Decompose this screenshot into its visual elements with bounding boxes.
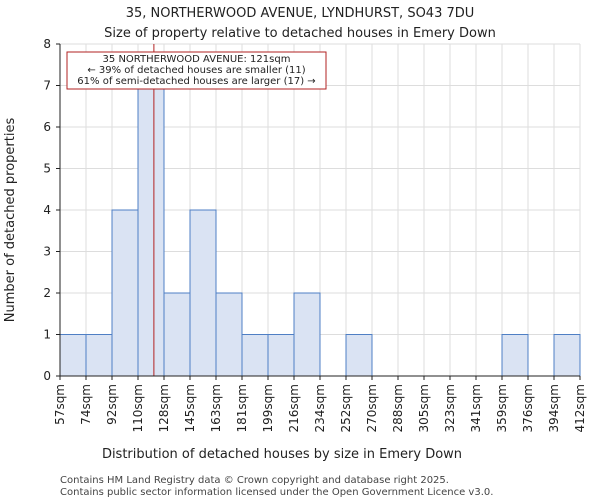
- x-tick-label-376sqm: 376sqm: [521, 384, 535, 432]
- bar-110sqm: [137, 85, 165, 377]
- y-tick-label-5: 5: [43, 162, 51, 176]
- x-tick-label-163sqm: 163sqm: [209, 384, 223, 432]
- y-tick-label-8: 8: [43, 37, 51, 51]
- x-tick-labels: 57sqm 74sqm 92sqm 110sqm 128sqm 145sqm 163sqm 1…: [53, 376, 587, 432]
- bar-57sqm: [59, 334, 87, 377]
- x-tick-label-305sqm: 305sqm: [417, 384, 431, 432]
- x-tick-label-74sqm: 74sqm: [79, 384, 93, 425]
- x-tick-label-270sqm: 270sqm: [365, 384, 379, 432]
- x-tick-label-145sqm: 145sqm: [183, 384, 197, 432]
- bar-92sqm: [111, 209, 139, 377]
- x-tick-label-359sqm: 359sqm: [495, 384, 509, 432]
- y-tick-label-0: 0: [43, 369, 51, 383]
- x-tick-label-181sqm: 181sqm: [235, 384, 249, 432]
- x-tick-label-288sqm: 288sqm: [391, 384, 405, 432]
- bar-74sqm: [85, 334, 113, 377]
- annotation-line1: 35 NORTHERWOOD AVENUE: 121sqm: [103, 54, 291, 65]
- bar-199sqm: [267, 334, 295, 377]
- x-axis-label: Distribution of detached houses by size …: [102, 447, 462, 462]
- bar-216sqm: [293, 292, 321, 377]
- bar-252sqm: [345, 334, 373, 377]
- x-tick-label-57sqm: 57sqm: [53, 384, 67, 425]
- bar-128sqm: [163, 292, 191, 377]
- footer-line1: Contains HM Land Registry data © Crown c…: [60, 475, 449, 486]
- y-tick-label-2: 2: [43, 286, 51, 300]
- x-tick-label-412sqm: 412sqm: [573, 384, 587, 432]
- chart-title-line1: 35, NORTHERWOOD AVENUE, LYNDHURST, SO43 …: [126, 6, 475, 21]
- y-axis-label: Number of detached properties: [3, 118, 18, 323]
- bar-394sqm: [553, 334, 581, 377]
- x-tick-label-216sqm: 216sqm: [287, 384, 301, 432]
- y-tick-label-3: 3: [43, 245, 51, 259]
- bar-145sqm: [189, 209, 217, 377]
- x-tick-label-341sqm: 341sqm: [469, 384, 483, 432]
- x-tick-label-92sqm: 92sqm: [105, 384, 119, 425]
- annotation-line2: ← 39% of detached houses are smaller (11…: [87, 65, 305, 76]
- x-tick-label-128sqm: 128sqm: [157, 384, 171, 432]
- bar-181sqm: [241, 334, 269, 377]
- x-tick-label-252sqm: 252sqm: [339, 384, 353, 432]
- annotation-frame: [66, 51, 327, 90]
- y-tick-label-7: 7: [43, 79, 51, 93]
- x-tick-label-234sqm: 234sqm: [313, 384, 327, 432]
- x-tick-label-199sqm: 199sqm: [261, 384, 275, 432]
- x-tick-label-394sqm: 394sqm: [547, 384, 561, 432]
- y-tick-labels: 0 1 2 3 4 5 6 7 8: [43, 37, 60, 383]
- bar-359sqm: [501, 334, 529, 377]
- y-tick-label-6: 6: [43, 120, 51, 134]
- annotation-box: 35 NORTHERWOOD AVENUE: 121sqm ← 39% of d…: [66, 51, 327, 90]
- bar-163sqm: [215, 292, 243, 377]
- y-tick-label-1: 1: [43, 328, 51, 342]
- annotation-line3: 61% of semi-detached houses are larger (…: [77, 76, 315, 87]
- x-tick-label-110sqm: 110sqm: [131, 384, 145, 432]
- chart-title-line2: Size of property relative to detached ho…: [104, 26, 496, 41]
- x-tick-label-323sqm: 323sqm: [443, 384, 457, 432]
- footer-line2: Contains public sector information licen…: [60, 487, 493, 498]
- y-tick-label-4: 4: [43, 203, 51, 217]
- bar-layer: [59, 85, 581, 377]
